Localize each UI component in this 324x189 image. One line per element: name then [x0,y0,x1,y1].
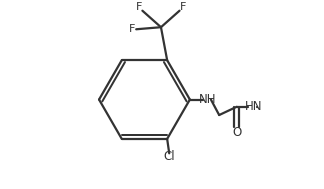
Text: F: F [136,2,143,12]
Text: NH: NH [199,93,216,106]
Text: O: O [232,126,241,139]
Text: F: F [129,24,136,34]
Text: HN: HN [245,100,262,113]
Text: F: F [179,2,186,12]
Text: Cl: Cl [163,150,175,163]
